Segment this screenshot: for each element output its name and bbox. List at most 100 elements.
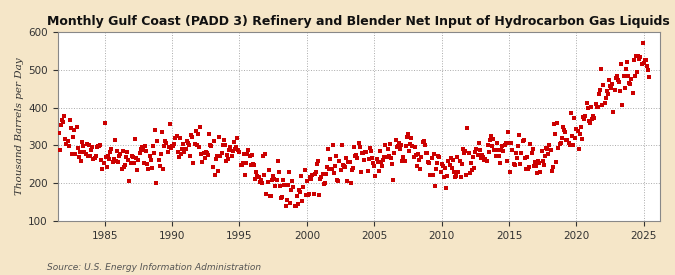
Point <box>412 163 423 168</box>
Point <box>385 142 396 146</box>
Point <box>171 134 182 138</box>
Point <box>634 57 645 61</box>
Point <box>396 143 406 147</box>
Point <box>429 152 439 156</box>
Point <box>141 149 152 154</box>
Point <box>485 138 495 142</box>
Point <box>642 64 653 68</box>
Point <box>507 148 518 152</box>
Point <box>412 152 423 157</box>
Point <box>545 148 556 153</box>
Point <box>514 132 524 137</box>
Point <box>163 145 174 149</box>
Point <box>352 156 362 161</box>
Point <box>60 136 71 141</box>
Point <box>63 144 74 148</box>
Point <box>140 144 151 148</box>
Point <box>641 57 651 62</box>
Point <box>317 172 328 177</box>
Point <box>255 178 266 182</box>
Point <box>362 168 373 173</box>
Point <box>526 151 537 155</box>
Point <box>145 158 156 163</box>
Point <box>162 150 173 154</box>
Point <box>522 167 533 172</box>
Point <box>104 157 115 162</box>
Point <box>431 166 441 171</box>
Point <box>461 173 472 177</box>
Point <box>560 130 570 134</box>
Point <box>148 151 159 155</box>
Point <box>610 76 621 80</box>
Point <box>114 153 125 158</box>
Point <box>414 158 425 162</box>
Point <box>322 165 333 169</box>
Point <box>95 143 105 147</box>
Point <box>55 148 65 153</box>
Point <box>480 157 491 161</box>
Point <box>268 174 279 179</box>
Point <box>459 151 470 155</box>
Point <box>94 144 105 148</box>
Point <box>336 143 347 147</box>
Point <box>603 78 614 82</box>
Point <box>277 195 288 199</box>
Point <box>551 160 562 164</box>
Point <box>91 145 102 150</box>
Point <box>441 186 452 190</box>
Point <box>407 144 418 148</box>
Point <box>453 170 464 174</box>
Point <box>245 162 256 167</box>
Point <box>481 159 492 164</box>
Point <box>464 171 475 175</box>
Point <box>240 173 250 177</box>
Point <box>77 140 88 144</box>
Point <box>58 120 69 125</box>
Point <box>68 134 79 139</box>
Point <box>556 141 566 145</box>
Point <box>635 55 646 60</box>
Point <box>310 170 321 174</box>
Point <box>426 156 437 160</box>
Point <box>319 181 330 185</box>
Point <box>226 154 237 159</box>
Point <box>290 204 301 208</box>
Point <box>595 88 605 92</box>
Point <box>603 92 614 96</box>
Point <box>529 160 540 164</box>
Point <box>216 151 227 155</box>
Point <box>53 131 64 136</box>
Point <box>606 86 617 90</box>
Point <box>627 91 638 95</box>
Point <box>539 163 549 168</box>
Point <box>334 158 345 163</box>
Point <box>304 192 315 197</box>
Point <box>190 129 201 133</box>
Point <box>329 164 340 168</box>
Point <box>600 96 611 100</box>
Point <box>395 147 406 151</box>
Point <box>472 153 483 158</box>
Point <box>160 139 171 144</box>
Point <box>108 156 119 161</box>
Point <box>146 165 157 170</box>
Point <box>128 155 138 159</box>
Point <box>439 166 450 170</box>
Point <box>505 170 516 174</box>
Point <box>285 201 296 205</box>
Point <box>213 169 223 173</box>
Point <box>527 147 538 152</box>
Point <box>205 143 216 148</box>
Point <box>444 163 455 167</box>
Point <box>564 143 575 147</box>
Point <box>380 143 391 147</box>
Point <box>437 164 448 169</box>
Point <box>433 154 443 158</box>
Point <box>493 154 504 159</box>
Point <box>490 153 501 158</box>
Point <box>382 147 393 151</box>
Point <box>387 161 398 166</box>
Point <box>262 180 273 184</box>
Point <box>341 156 352 161</box>
Point <box>161 141 172 145</box>
